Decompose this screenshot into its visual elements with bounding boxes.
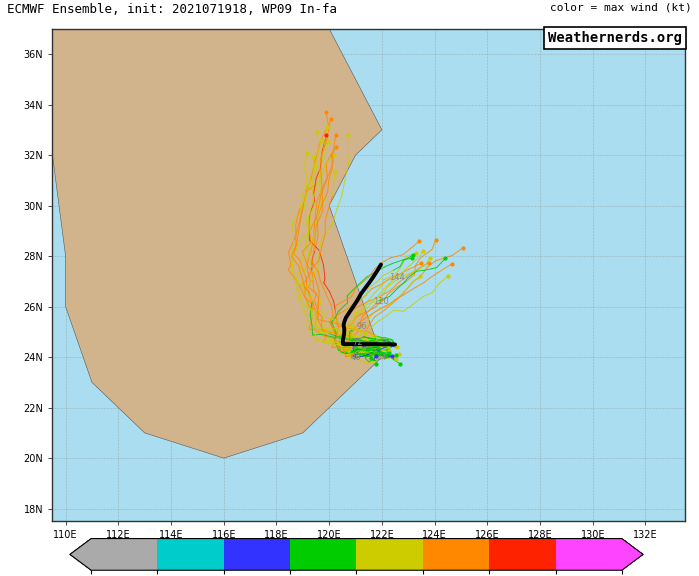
Text: Weathernerds.org: Weathernerds.org xyxy=(548,31,682,46)
Text: ECMWF Ensemble, init: 2021071918, WP09 In-fa: ECMWF Ensemble, init: 2021071918, WP09 I… xyxy=(7,3,337,16)
Polygon shape xyxy=(52,29,382,458)
Text: color = max wind (kt): color = max wind (kt) xyxy=(550,3,692,13)
Text: 144: 144 xyxy=(389,274,405,282)
Text: 24: 24 xyxy=(377,353,387,362)
Text: 96: 96 xyxy=(356,322,368,331)
Text: 48: 48 xyxy=(351,353,361,362)
PathPatch shape xyxy=(622,539,643,570)
PathPatch shape xyxy=(70,539,91,570)
Text: 72: 72 xyxy=(352,338,363,347)
Text: 120: 120 xyxy=(373,297,389,306)
